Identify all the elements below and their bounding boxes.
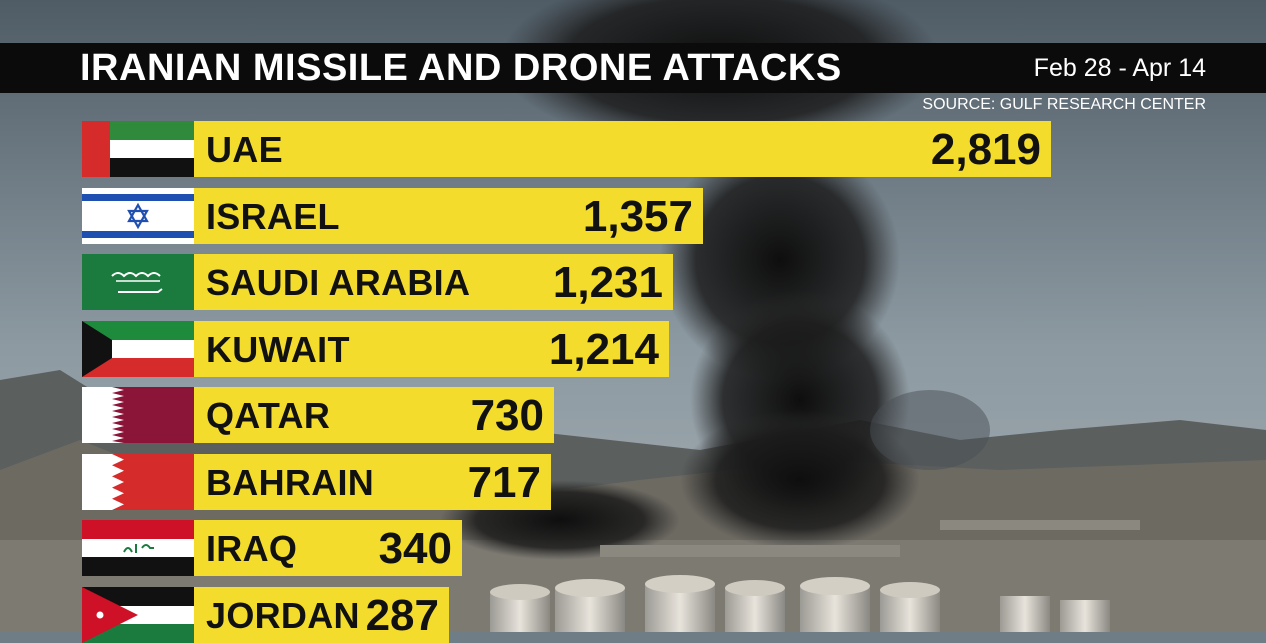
date-range: Feb 28 - Apr 14 xyxy=(1033,54,1206,82)
data-label: 340 xyxy=(378,524,452,573)
data-label: 717 xyxy=(467,458,541,507)
qatar-flag-icon xyxy=(82,387,194,443)
category-label: KUWAIT xyxy=(206,329,350,370)
category-label: QATAR xyxy=(206,395,331,436)
saudi-arabia-flag-icon xyxy=(82,254,194,310)
category-label: ISRAEL xyxy=(206,196,340,237)
bar: BAHRAIN 717 xyxy=(194,454,551,510)
bar: KUWAIT 1,214 xyxy=(194,321,669,377)
bar: JORDAN 287 xyxy=(194,587,449,643)
data-label: 730 xyxy=(470,391,544,440)
uae-flag-icon xyxy=(82,121,194,177)
title-band xyxy=(0,43,1266,93)
bar: QATAR 730 xyxy=(194,387,554,443)
data-label: 287 xyxy=(365,591,439,640)
chart-title: IRANIAN MISSILE AND DRONE ATTACKS xyxy=(80,47,842,89)
data-label: 1,214 xyxy=(548,325,659,374)
bahrain-flag-icon xyxy=(82,454,194,510)
category-label: IRAQ xyxy=(206,528,298,569)
israel-flag-icon xyxy=(82,188,194,244)
kuwait-flag-icon xyxy=(82,321,194,377)
bar: ISRAEL 1,357 xyxy=(194,188,703,244)
data-label: 1,231 xyxy=(552,258,663,307)
jordan-flag-icon xyxy=(82,587,194,643)
bar: IRAQ 340 xyxy=(194,520,462,576)
category-label: BAHRAIN xyxy=(206,462,375,503)
data-label: 2,819 xyxy=(930,125,1041,174)
bar: UAE 2,819 xyxy=(194,121,1051,177)
category-label: SAUDI ARABIA xyxy=(206,262,471,303)
category-label: UAE xyxy=(206,129,283,170)
iraq-flag-icon xyxy=(82,520,194,576)
source-label: SOURCE: GULF RESEARCH CENTER xyxy=(922,96,1206,113)
data-label: 1,357 xyxy=(582,192,693,241)
bar: SAUDI ARABIA 1,231 xyxy=(194,254,673,310)
category-label: JORDAN xyxy=(206,595,360,636)
